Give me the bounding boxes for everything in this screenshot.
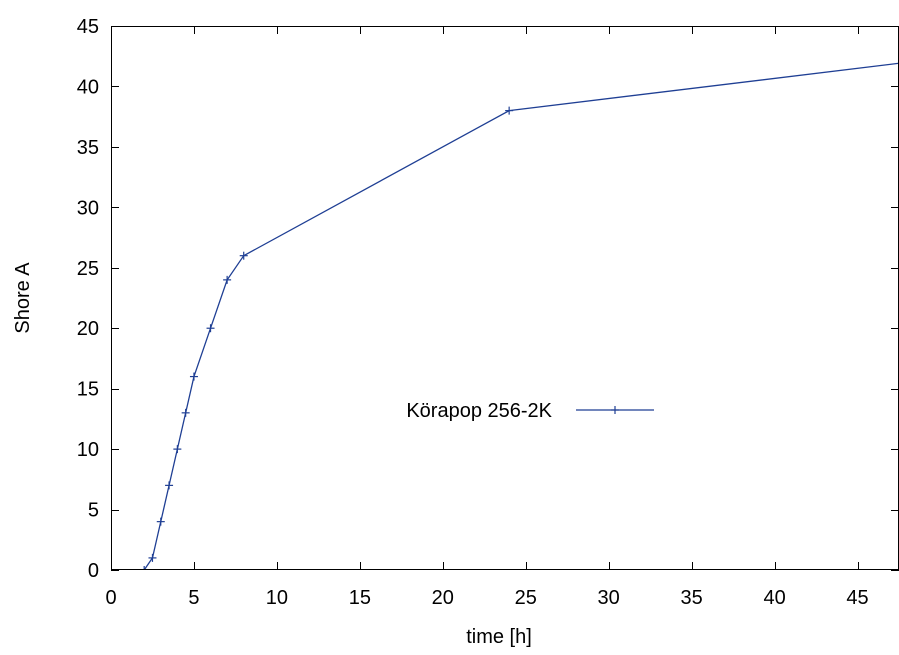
x-tick-label: 0 [105,587,116,609]
x-tick-label: 45 [846,587,868,609]
x-axis-label: time [h] [466,626,532,648]
y-tick-label: 5 [88,500,99,522]
y-tick-label: 45 [77,16,99,38]
x-tick-label: 40 [763,587,785,609]
plot-frame [111,26,899,570]
x-tick-label: 30 [598,587,620,609]
data-point-marker [206,324,215,333]
legend-label: Körapop 256-2K [406,400,552,422]
ticks: 0 5 10 15 20 25 30 35 40 45 0 5 10 15 20 25 30 35 40 45 [77,16,899,609]
series-layer [140,62,899,570]
x-tick-label: 20 [432,587,454,609]
data-point-marker [181,408,190,417]
data-point-marker [189,372,198,381]
x-tick-label: 10 [266,587,288,609]
data-point-marker [505,106,514,115]
data-point-marker [148,553,157,562]
y-axis-label: Shore A [12,262,34,334]
legend-marker [611,406,619,414]
data-point-marker [165,481,174,490]
y-tick-label: 30 [77,197,99,219]
y-tick-label: 35 [77,137,99,159]
data-point-marker [156,517,165,526]
x-tick-label: 15 [349,587,371,609]
y-tick-label: 20 [77,318,99,340]
y-tick-label: 25 [77,258,99,280]
data-point-marker [140,566,149,570]
y-tick-label: 15 [77,379,99,401]
data-point-marker [173,445,182,454]
y-tick-label: 40 [77,76,99,98]
series-line [143,62,899,570]
x-tick-label: 35 [681,587,703,609]
x-tick-label: 5 [188,587,199,609]
x-tick-label: 25 [515,587,537,609]
data-point-marker [239,251,248,260]
y-tick-label: 0 [88,560,99,582]
legend: Körapop 256-2K [406,400,654,422]
y-tick-label: 10 [77,439,99,461]
data-point-marker [223,275,232,284]
